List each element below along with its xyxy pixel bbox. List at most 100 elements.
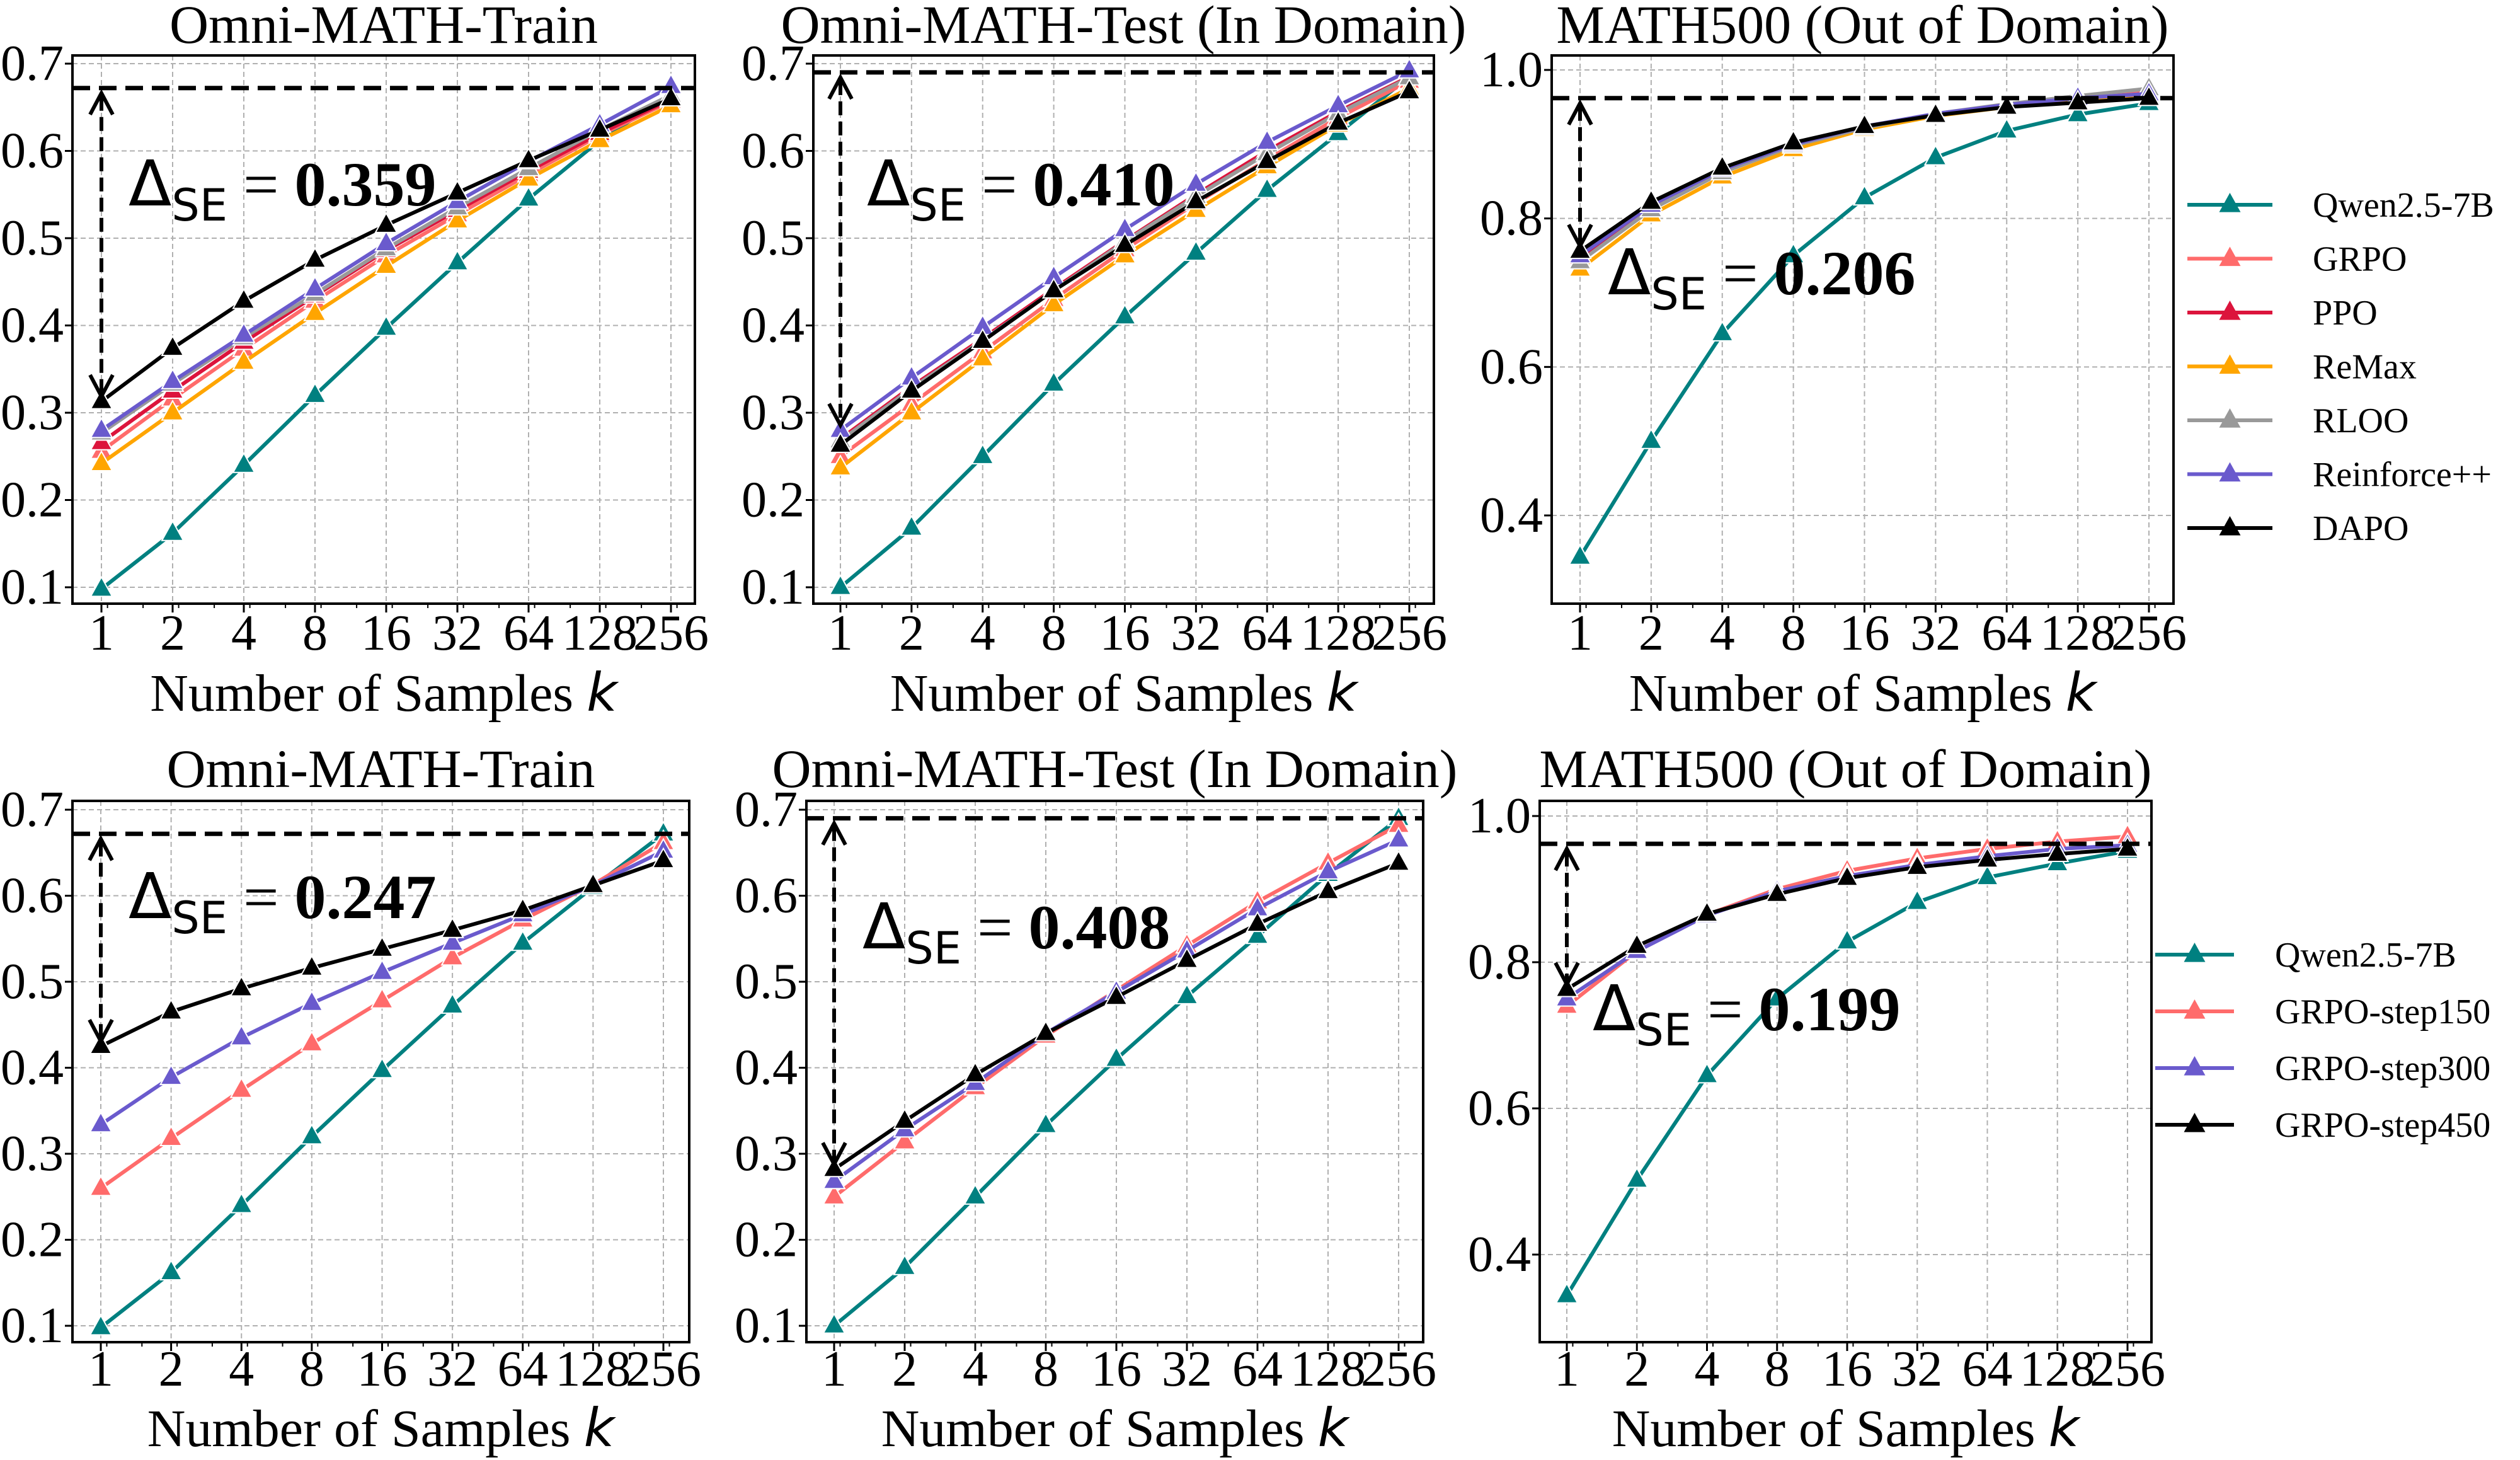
x-tick-label: 4: [1710, 606, 1735, 661]
data-point: [1246, 911, 1269, 933]
data-point: [1975, 846, 2000, 868]
y-tick-label: 0.6: [735, 868, 798, 924]
x-tick-label: 8: [1765, 1342, 1790, 1397]
data-point: [893, 1108, 917, 1129]
legend-item: ReMax: [2187, 348, 2417, 387]
series-reinforce-: [828, 57, 1421, 439]
arrow-head-up-icon: [821, 819, 847, 846]
arrow-head-down-icon: [1567, 224, 1593, 250]
y-tick-label: 0.3: [735, 1126, 798, 1181]
x-tick-label: 8: [1781, 606, 1806, 661]
legend-item: Reinforce++: [2187, 456, 2492, 495]
series-dapo: [89, 85, 683, 410]
data-point: [374, 314, 398, 336]
x-axis-label-text: Number of Samples: [1629, 664, 2066, 723]
data-point: [1175, 946, 1199, 969]
data-point: [370, 987, 394, 1009]
data-point: [1184, 188, 1208, 210]
axes-frame: [71, 54, 696, 605]
x-tick-label: 4: [963, 1342, 988, 1397]
data-point: [89, 1111, 113, 1133]
data-point: [1765, 881, 1789, 902]
data-point: [1905, 854, 1929, 875]
delta-se-annotation: ΔSE = 0.410: [867, 147, 1175, 231]
y-tick-label: 0.3: [742, 385, 805, 440]
data-point: [1175, 983, 1199, 1004]
data-point: [1397, 57, 1421, 79]
data-point: [159, 1259, 183, 1280]
legend: Qwen2.5-7B GRPO-step150 GRPO-step300 GRPO-s…: [2155, 936, 2490, 1145]
x-tick-label: 16: [1100, 606, 1150, 661]
delta-subscript: SE: [1651, 268, 1707, 320]
data-point: [971, 345, 995, 367]
series-grpo-step450: [1555, 836, 2139, 997]
legend-marker-triangle-icon: [2184, 1056, 2206, 1076]
x-axis-label-variable: k: [2066, 662, 2099, 723]
y-tick-label: 0.4: [1468, 1227, 1531, 1282]
x-tick-label: 1: [822, 1342, 847, 1397]
axes-frame: [812, 54, 1435, 605]
x-tick-label: 4: [970, 606, 995, 661]
legend-marker-triangle-icon: [2184, 999, 2206, 1019]
x-tick-label: 64: [1962, 1342, 2013, 1397]
legend-item: GRPO-step150: [2155, 992, 2490, 1032]
x-axis-label-text: Number of Samples: [890, 664, 1327, 723]
data-point: [1710, 320, 1734, 342]
delta-se-annotation: ΔSE = 0.247: [129, 859, 437, 944]
x-tick-label: 2: [160, 606, 185, 661]
series-qwen2-5-7b: [1568, 89, 2161, 565]
data-point: [822, 1183, 846, 1205]
subplot-title: Omni-MATH-Train: [169, 0, 598, 55]
data-point: [1113, 232, 1137, 253]
plot-area: [822, 805, 1411, 1334]
x-tick-label: 8: [302, 606, 328, 661]
data-point: [588, 117, 612, 138]
legend-label: GRPO-step450: [2275, 1106, 2490, 1145]
legend-marker-triangle-icon: [2219, 193, 2241, 212]
y-tick-label: 0.4: [1480, 488, 1543, 543]
x-tick-label: 128: [2040, 606, 2116, 661]
subplot-title: Omni-MATH-Train: [166, 739, 595, 799]
data-point: [2046, 841, 2070, 862]
legend-marker-triangle-icon: [2219, 246, 2241, 267]
legend-marker-triangle-icon: [2184, 943, 2206, 962]
data-point: [89, 450, 113, 471]
data-point: [1034, 1020, 1058, 1042]
x-axis-label-variable: k: [2049, 1397, 2082, 1459]
data-point: [1923, 101, 1948, 124]
data-point: [374, 212, 398, 233]
legend-item: GRPO-step450: [2155, 1106, 2490, 1145]
y-tick-label: 0.1: [742, 560, 805, 615]
y-tick-label: 0.1: [1, 1298, 64, 1354]
y-tick-label: 0.7: [1, 36, 64, 91]
arrow-head-up-icon: [1567, 99, 1593, 126]
x-tick-label: 1: [89, 606, 114, 661]
delta-value: 0.408: [1029, 892, 1171, 962]
data-point: [1625, 1166, 1649, 1188]
legend-marker-triangle-icon: [2219, 354, 2241, 374]
data-point: [1995, 117, 2019, 139]
delta-value: 0.206: [1774, 238, 1916, 308]
y-tick-label: 0.4: [1, 298, 64, 354]
x-axis-label-variable: k: [584, 1397, 617, 1459]
legend-label: Reinforce++: [2313, 456, 2492, 495]
data-point: [828, 573, 852, 595]
x-tick-label: 128: [1290, 1342, 1366, 1397]
arrow-head-up-icon: [1554, 844, 1580, 871]
arrow-head-down-icon: [88, 374, 115, 401]
x-tick-label: 1: [88, 1342, 113, 1397]
data-point: [1326, 110, 1350, 131]
x-tick-label: 1: [828, 606, 853, 661]
data-point: [963, 1183, 987, 1205]
data-point: [1387, 849, 1411, 871]
x-tick-label: 16: [361, 606, 411, 661]
data-point: [374, 253, 398, 274]
data-point: [1255, 148, 1279, 170]
delta-subscript: SE: [171, 892, 227, 944]
x-axis-label-text: Number of Samples: [150, 664, 587, 723]
data-point: [828, 454, 852, 476]
x-axis-label: Number of Samples k: [1612, 1397, 2082, 1459]
x-tick-label: 256: [1361, 1342, 1436, 1397]
data-point: [1104, 984, 1128, 1006]
legend: Qwen2.5-7B GRPO PPO ReMax RLOO Reinforce++ DAP…: [2187, 186, 2494, 548]
